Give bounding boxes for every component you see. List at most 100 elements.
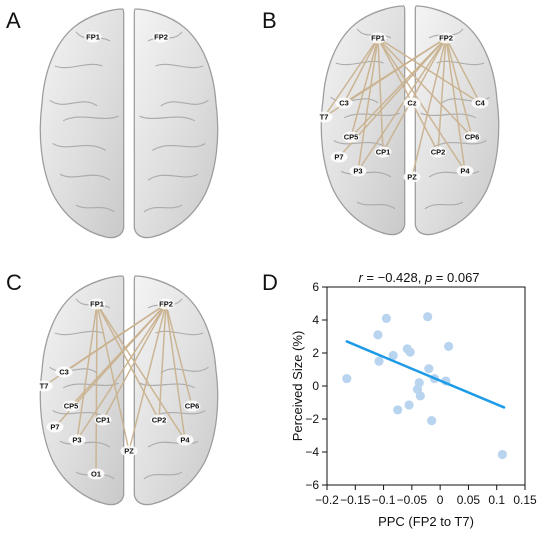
electrode-bg-c-2 [55,366,73,378]
brain-panel-c [39,275,219,506]
electrode-label: FP1 [371,34,385,43]
x-axis-label: PPC (FP2 to T7) [378,514,474,529]
connection-line-b-17 [445,37,473,138]
y-tick-label: 2 [312,346,319,360]
electrode-bg-b-9 [429,146,447,158]
electrode-label: FP1 [90,300,104,309]
electrode-label: T7 [320,113,329,122]
electrode-label: CP6 [185,402,200,411]
title-r: r [358,270,363,285]
electrode-bg-b-1 [437,32,455,44]
electrode-label: CP1 [96,416,111,425]
x-tick-label: −0.05 [397,493,428,507]
electrode-bg-b-10 [330,151,348,163]
brain-panel-b [320,5,500,236]
title-p: p [424,270,432,285]
data-point-7 [405,347,415,357]
connection-line-b-5 [377,37,473,138]
fit-line-group [345,340,506,409]
connection-line-b-13 [357,37,447,172]
data-point-13 [424,364,434,374]
electrode-bg-b-11 [349,165,367,177]
electrode-label: CP5 [344,133,359,142]
connection-line-c-14 [165,303,186,441]
electrode-label: C3 [339,99,349,108]
panel-label-d: D [262,270,278,295]
connection-line-c-1 [96,303,130,452]
electrode-label: C3 [59,368,69,377]
connection-line-b-7 [357,37,379,172]
electrode-bg-c-5 [183,400,201,412]
connection-line-b-14 [382,37,447,153]
x-tick-label: 0 [437,493,444,507]
electrode-bg-b-12 [403,171,421,183]
connection-line-b-10 [343,37,447,104]
connection-line-c-9 [76,303,167,441]
x-tick-label: −0.2 [315,493,339,507]
electrode-bg-a-1 [152,31,170,43]
electrode-label: P7 [50,423,59,432]
y-tick-label: −6 [305,478,319,492]
electrode-bg-c-6 [94,414,112,426]
electrode-labels-c: FP1 FP2 C3 T7 CP5 CP6 CP1 CP2 P7 P3 PZ P4 O1 [35,298,201,480]
data-point-2 [374,356,384,366]
connection-line-b-3 [377,37,384,153]
data-points [342,312,507,460]
connection-line-c-0 [76,303,98,441]
electrode-label: CP2 [431,148,446,157]
fit-line [345,340,506,409]
data-point-4 [388,350,398,361]
data-point-3 [381,313,391,323]
electrode-label: FP2 [439,34,453,43]
data-point-5 [393,405,403,415]
electrode-label: P3 [72,436,81,445]
electrode-label: P4 [180,436,190,445]
electrode-label: CP6 [465,133,480,142]
electrode-bg-c-7 [150,414,168,426]
data-point-18 [497,449,507,460]
y-tick-label: 0 [312,379,319,393]
electrode-label: P7 [334,153,343,162]
electrode-label: CP2 [152,416,167,425]
brain-panel-a [39,8,219,239]
electrode-label: FP2 [159,300,173,309]
connection-line-b-0 [343,37,379,104]
electrode-bg-c-11 [176,434,194,446]
connection-line-b-15 [411,37,447,178]
connection-line-c-10 [102,303,167,421]
electrode-bg-c-10 [120,445,138,457]
electrode-bg-c-9 [68,434,86,446]
electrode-bg-c-1 [157,298,175,310]
connection-line-c-3 [96,303,186,441]
electrode-bg-b-8 [374,146,392,158]
electrode-bg-b-6 [342,131,360,143]
electrode-label: CP5 [64,402,79,411]
electrode-label: PZ [124,447,134,456]
title-r-value: = −0.428, [363,270,425,285]
x-tick-label: 0.15 [513,493,537,507]
title-p-value: = 0.067 [432,270,479,285]
electrode-bg-c-0 [88,298,106,310]
chart-title: r = −0.428, p = 0.067 [358,270,479,285]
electrode-label: PZ [407,173,417,182]
x-tick-label: −0.1 [372,493,396,507]
electrode-labels-a: FP1 FP2 [84,31,170,43]
electrode-bg-b-5 [471,97,489,109]
electrode-label: C4 [475,99,485,108]
connection-line-b-16 [437,37,447,153]
panel-label-b: B [262,8,277,33]
connection-line-b-1 [323,37,379,118]
electrode-label: Cz [407,99,416,108]
connection-line-c-4 [95,303,98,475]
electrode-label: FP1 [86,33,100,42]
scatter-chart: r = −0.428, p = 0.067 −0.2 −0.15 −0.1 −0.05… [290,270,537,529]
electrode-bg-c-8 [46,421,64,433]
x-tick-label: −0.15 [340,493,371,507]
connection-line-b-8 [377,37,466,172]
connection-line-b-19 [445,37,466,172]
electrode-label: T7 [40,382,49,391]
electrode-bg-b-3 [315,111,333,123]
data-point-11 [415,391,425,401]
y-tick-label: −2 [305,412,319,426]
